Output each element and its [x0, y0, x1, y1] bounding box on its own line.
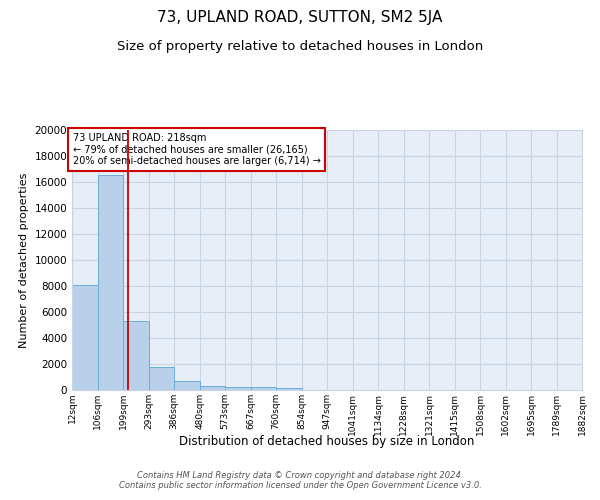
- Bar: [72, 284, 98, 390]
- Bar: [149, 367, 174, 390]
- Bar: [276, 388, 302, 390]
- Text: 73, UPLAND ROAD, SUTTON, SM2 5JA: 73, UPLAND ROAD, SUTTON, SM2 5JA: [157, 10, 443, 25]
- Bar: [123, 321, 149, 390]
- Bar: [200, 386, 225, 390]
- Text: 73 UPLAND ROAD: 218sqm
← 79% of detached houses are smaller (26,165)
20% of semi: 73 UPLAND ROAD: 218sqm ← 79% of detached…: [73, 132, 320, 166]
- Text: Contains HM Land Registry data © Crown copyright and database right 2024.
Contai: Contains HM Land Registry data © Crown c…: [119, 470, 481, 490]
- Bar: [251, 388, 276, 390]
- Y-axis label: Number of detached properties: Number of detached properties: [19, 172, 29, 348]
- Text: Size of property relative to detached houses in London: Size of property relative to detached ho…: [117, 40, 483, 53]
- Bar: [98, 176, 123, 390]
- Text: Distribution of detached houses by size in London: Distribution of detached houses by size …: [179, 435, 475, 448]
- Bar: [174, 381, 200, 390]
- Bar: [225, 388, 251, 390]
